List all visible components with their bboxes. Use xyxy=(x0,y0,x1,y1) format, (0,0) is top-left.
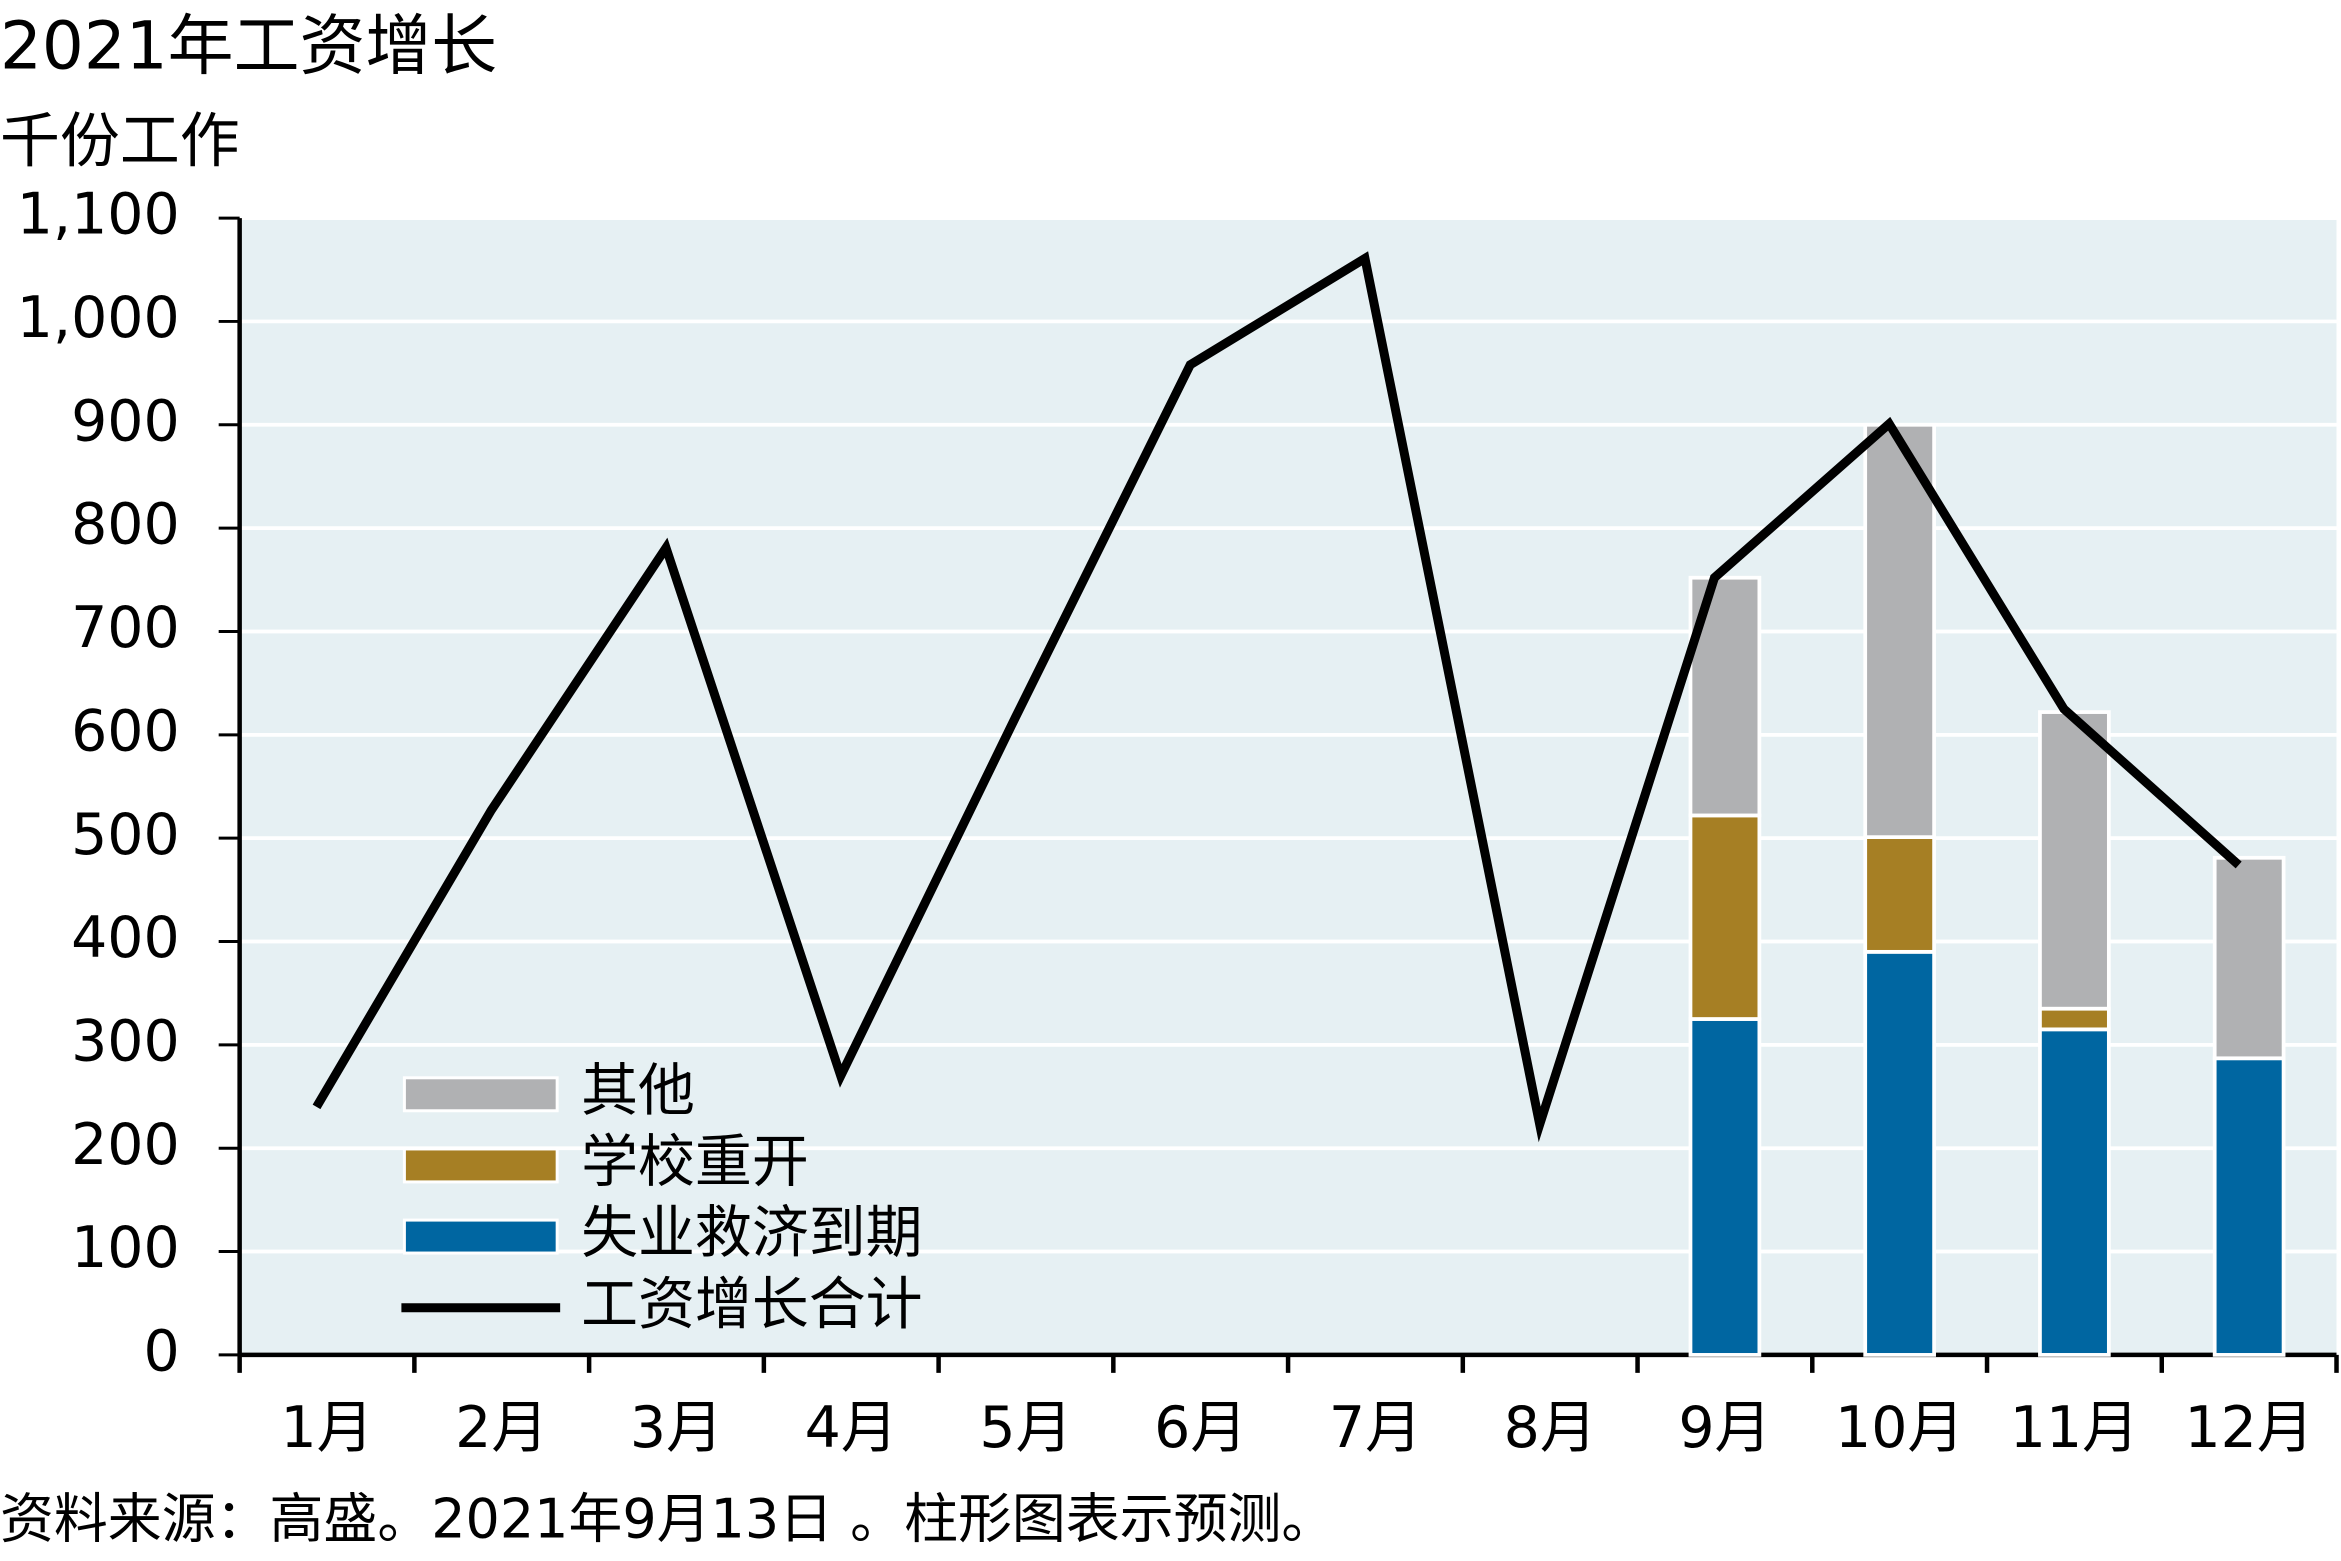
x-tick-label: 11月 xyxy=(2010,1395,2139,1461)
x-tick-label: 12月 xyxy=(2184,1395,2313,1461)
bar-segment xyxy=(2212,1056,2286,1357)
legend-label: 其他 xyxy=(581,1058,695,1124)
bar-segment xyxy=(1863,835,1936,954)
bar-segment xyxy=(1863,422,1936,840)
x-tick-label: 7月 xyxy=(1329,1395,1422,1461)
legend-swatch xyxy=(402,1147,559,1184)
bar-segment xyxy=(1688,1017,1762,1357)
plot-background xyxy=(239,218,2337,1355)
legend-label: 学校重开 xyxy=(581,1129,809,1195)
y-tick-label: 200 xyxy=(71,1112,180,1178)
bar-segment xyxy=(1688,813,1762,1021)
x-tick-label: 10月 xyxy=(1835,1395,1964,1461)
x-tick-label: 9月 xyxy=(1678,1395,1771,1461)
chart-title: 2021年工资增长 xyxy=(0,7,497,84)
x-tick-label: 2月 xyxy=(455,1395,548,1461)
x-tick-label: 3月 xyxy=(630,1395,723,1461)
bar-segment xyxy=(1863,949,1936,1357)
y-tick-label: 100 xyxy=(71,1215,180,1281)
x-tick-label: 4月 xyxy=(805,1395,898,1461)
y-tick-label: 0 xyxy=(144,1319,180,1385)
legend-swatch xyxy=(402,1218,559,1255)
footnote: 资料来源：高盛。2021年9月13日 。柱形图表示预测。 xyxy=(0,1487,1335,1550)
line xyxy=(312,251,2242,1143)
y-tick-label: 800 xyxy=(71,492,180,558)
legend-label: 失业救济到期 xyxy=(581,1200,922,1266)
bar-segment xyxy=(2038,710,2111,1011)
y-tick-label: 1,000 xyxy=(17,285,180,351)
y-tick-label: 700 xyxy=(71,595,180,661)
y-tick-label: 400 xyxy=(71,905,180,971)
bar-segment xyxy=(2038,1006,2111,1032)
x-tick-label: 8月 xyxy=(1504,1395,1597,1461)
bar-segment xyxy=(2212,855,2286,1061)
bar-segment xyxy=(2038,1027,2111,1357)
legend-label: 工资增长合计 xyxy=(581,1271,922,1337)
legend-swatch xyxy=(402,1076,559,1113)
x-tick-label: 1月 xyxy=(280,1395,373,1461)
y-tick-label: 1,100 xyxy=(17,182,180,248)
y-tick-label: 900 xyxy=(71,388,180,454)
x-tick-label: 5月 xyxy=(979,1395,1072,1461)
chart-subtitle: 千份工作 xyxy=(0,106,240,176)
y-tick-label: 300 xyxy=(71,1008,180,1074)
y-tick-label: 500 xyxy=(71,802,180,868)
y-tick-label: 600 xyxy=(71,698,180,764)
x-tick-label: 6月 xyxy=(1154,1395,1247,1461)
